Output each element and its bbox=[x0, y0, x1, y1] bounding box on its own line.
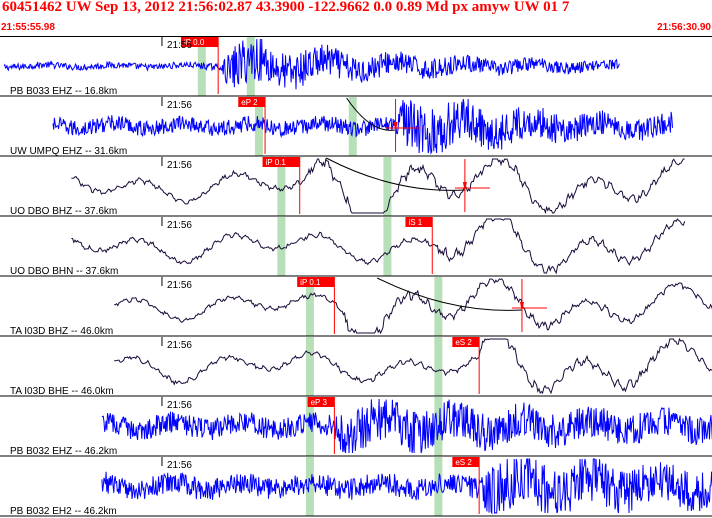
pick-window-band bbox=[434, 277, 443, 336]
minute-tick-label: 21:56 bbox=[167, 40, 192, 51]
event-header: 60451462 UW Sep 13, 2012 21:56:02.87 43.… bbox=[0, 0, 712, 33]
pick-label: eS 2 bbox=[455, 338, 472, 347]
pick-label: iS 1 bbox=[408, 218, 422, 227]
minute-tick-label: 21:56 bbox=[167, 220, 192, 231]
cross-marker-diamond bbox=[462, 182, 467, 192]
station-label: UO DBO BHZ -- 37.6km bbox=[10, 206, 117, 217]
station-label: TA I03D BHZ -- 46.0km bbox=[10, 326, 113, 337]
pick-window-band bbox=[383, 217, 392, 276]
predicted-curve bbox=[376, 277, 523, 311]
seismogram-panel[interactable]: iP 0.0 eP 2 iP 0.1 iS 1 iP 0.1 eS 2 eP 3 eS 2 2… bbox=[0, 36, 712, 518]
pick-window-band bbox=[246, 37, 255, 96]
pick-window-band bbox=[305, 337, 314, 396]
station-label: TA I03D BHE -- 46.0km bbox=[10, 386, 114, 397]
pick-label-box[interactable] bbox=[238, 97, 266, 107]
minute-tick-label: 21:56 bbox=[167, 460, 192, 471]
station-label: PB B033 EHZ -- 16.8km bbox=[10, 86, 117, 97]
minute-tick-label: 21:56 bbox=[167, 400, 192, 411]
waveform-line bbox=[52, 98, 673, 155]
cross-marker-diamond bbox=[393, 122, 398, 132]
pick-label: eS 2 bbox=[455, 458, 472, 467]
waveform-line bbox=[3, 38, 620, 90]
waveform-line bbox=[114, 337, 712, 395]
pick-label: iP 0.1 bbox=[300, 278, 321, 287]
predicted-curve bbox=[325, 157, 465, 191]
pick-window-band bbox=[305, 457, 314, 516]
pick-window-band bbox=[277, 157, 286, 216]
window-end-time: 21:56:30.90 bbox=[657, 22, 711, 33]
station-label: UO DBO BHN -- 37.6km bbox=[10, 266, 118, 277]
predicted-curve bbox=[346, 97, 396, 131]
window-start-time: 21:55:55.98 bbox=[1, 22, 55, 33]
pick-label-box[interactable] bbox=[297, 277, 335, 287]
cross-marker-diamond bbox=[519, 302, 524, 312]
pick-window-band bbox=[383, 157, 392, 216]
minute-tick-label: 21:56 bbox=[167, 160, 192, 171]
pick-label-box[interactable] bbox=[405, 217, 433, 227]
station-label: UW UMPQ EHZ -- 31.6km bbox=[10, 146, 127, 157]
pick-window-band bbox=[305, 277, 314, 336]
event-title: 60451462 UW Sep 13, 2012 21:56:02.87 43.… bbox=[2, 0, 570, 15]
waveform-line bbox=[101, 398, 712, 454]
pick-window-band bbox=[434, 337, 443, 396]
pick-label-box[interactable] bbox=[307, 397, 335, 407]
pick-label: iP 0.0 bbox=[184, 38, 205, 47]
waveform-line bbox=[71, 157, 685, 215]
pick-label-box[interactable] bbox=[452, 337, 480, 347]
waveform-line bbox=[71, 218, 686, 275]
waveform-line bbox=[101, 458, 712, 515]
waveform-line bbox=[114, 278, 712, 335]
station-label: PB B032 EHZ -- 46.2km bbox=[10, 446, 117, 457]
pick-label-box[interactable] bbox=[262, 157, 300, 167]
minute-tick-label: 21:56 bbox=[167, 280, 192, 291]
pick-label: eP 2 bbox=[241, 98, 258, 107]
pick-label: iP 0.1 bbox=[266, 158, 287, 167]
minute-tick-label: 21:56 bbox=[167, 100, 192, 111]
phase-picks[interactable]: iP 0.0 eP 2 iP 0.1 iS 1 iP 0.1 eS 2 eP 3 eS 2 bbox=[180, 37, 547, 514]
trace-waveforms bbox=[3, 38, 712, 515]
trace-frames bbox=[0, 36, 712, 517]
pick-window-band bbox=[277, 217, 286, 276]
pick-label-box[interactable] bbox=[452, 457, 480, 467]
pick-label: eP 3 bbox=[311, 398, 328, 407]
trace-labels: 21:56 PB B033 EHZ -- 16.8km 21:56 UW UMPQ E… bbox=[10, 40, 192, 517]
station-label: PB B032 EH2 -- 46.2km bbox=[10, 506, 117, 517]
pick-label-box[interactable] bbox=[180, 37, 219, 47]
minute-tick-label: 21:56 bbox=[167, 340, 192, 351]
